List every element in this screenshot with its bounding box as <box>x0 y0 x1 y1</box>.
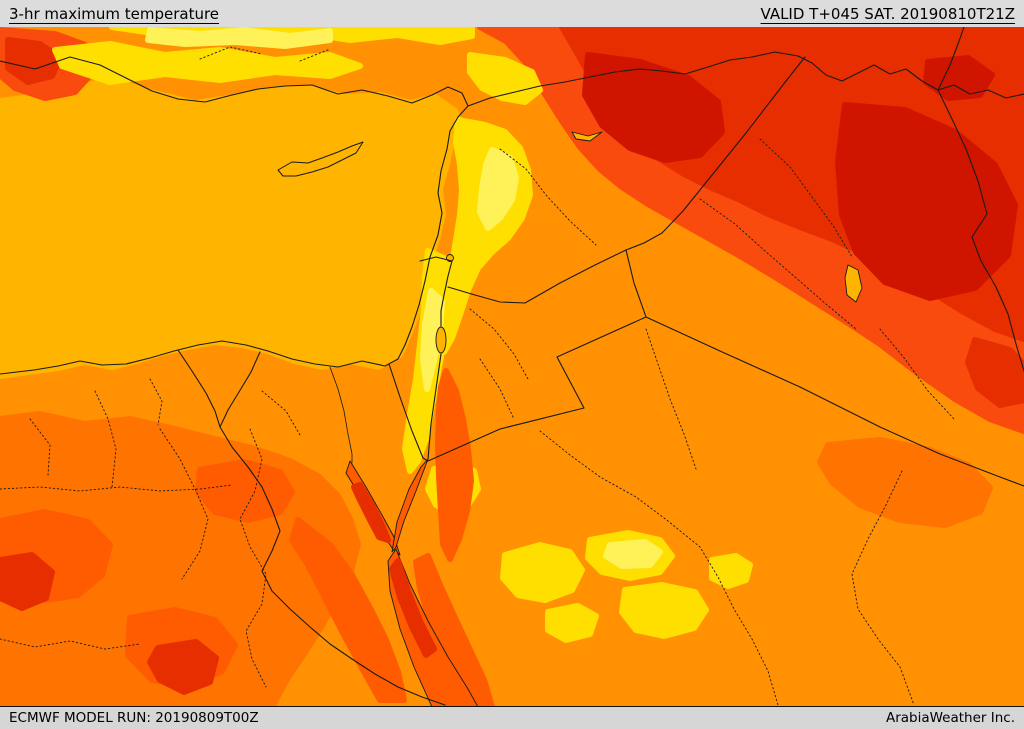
header-bar: 3-hr maximum temperature VALID T+045 SAT… <box>0 0 1024 27</box>
gulf-of-aqaba <box>391 458 429 553</box>
syria-jordan-border <box>447 249 627 304</box>
cyprus-outline <box>277 141 364 177</box>
turkey-iran-border <box>937 27 965 91</box>
red-sea-hot-core <box>389 558 437 658</box>
map-title: 3-hr maximum temperature <box>9 4 220 23</box>
red-sea <box>387 548 478 706</box>
jordan-saudi-border <box>427 316 647 462</box>
mediterranean-coastline <box>0 56 469 375</box>
valid-time-label: VALID T+045 SAT. 20190810T21Z <box>760 4 1015 23</box>
lake-assad <box>571 131 603 142</box>
israel-egypt-border <box>388 363 429 462</box>
iran-iraq-border <box>937 89 1024 372</box>
model-run-label: ECMWF MODEL RUN: 20190809T00Z <box>9 710 259 726</box>
temperature-field <box>0 27 1024 706</box>
suez-canal <box>329 366 353 464</box>
arava-border <box>427 353 442 460</box>
israel-north-border <box>419 256 453 262</box>
map-area <box>0 27 1024 706</box>
iraq-saudi-border <box>645 316 1024 487</box>
brand-label: ArabiaWeather Inc. <box>885 710 1015 726</box>
footer-bar: ECMWF MODEL RUN: 20190809T00Z ArabiaWeat… <box>0 706 1024 729</box>
nile-delta <box>177 349 261 428</box>
lake-tharthar <box>844 264 863 303</box>
turkey-border <box>467 51 1024 107</box>
jordan-river-line <box>440 260 453 327</box>
map-canvas <box>0 27 1024 706</box>
dead-sea <box>435 326 447 354</box>
jordan-iraq-border <box>625 249 647 318</box>
admin-boundaries <box>0 46 955 706</box>
syria-iraq-border <box>625 56 806 251</box>
gulf-of-suez-hot-core <box>351 482 391 543</box>
water-bodies <box>345 131 863 706</box>
